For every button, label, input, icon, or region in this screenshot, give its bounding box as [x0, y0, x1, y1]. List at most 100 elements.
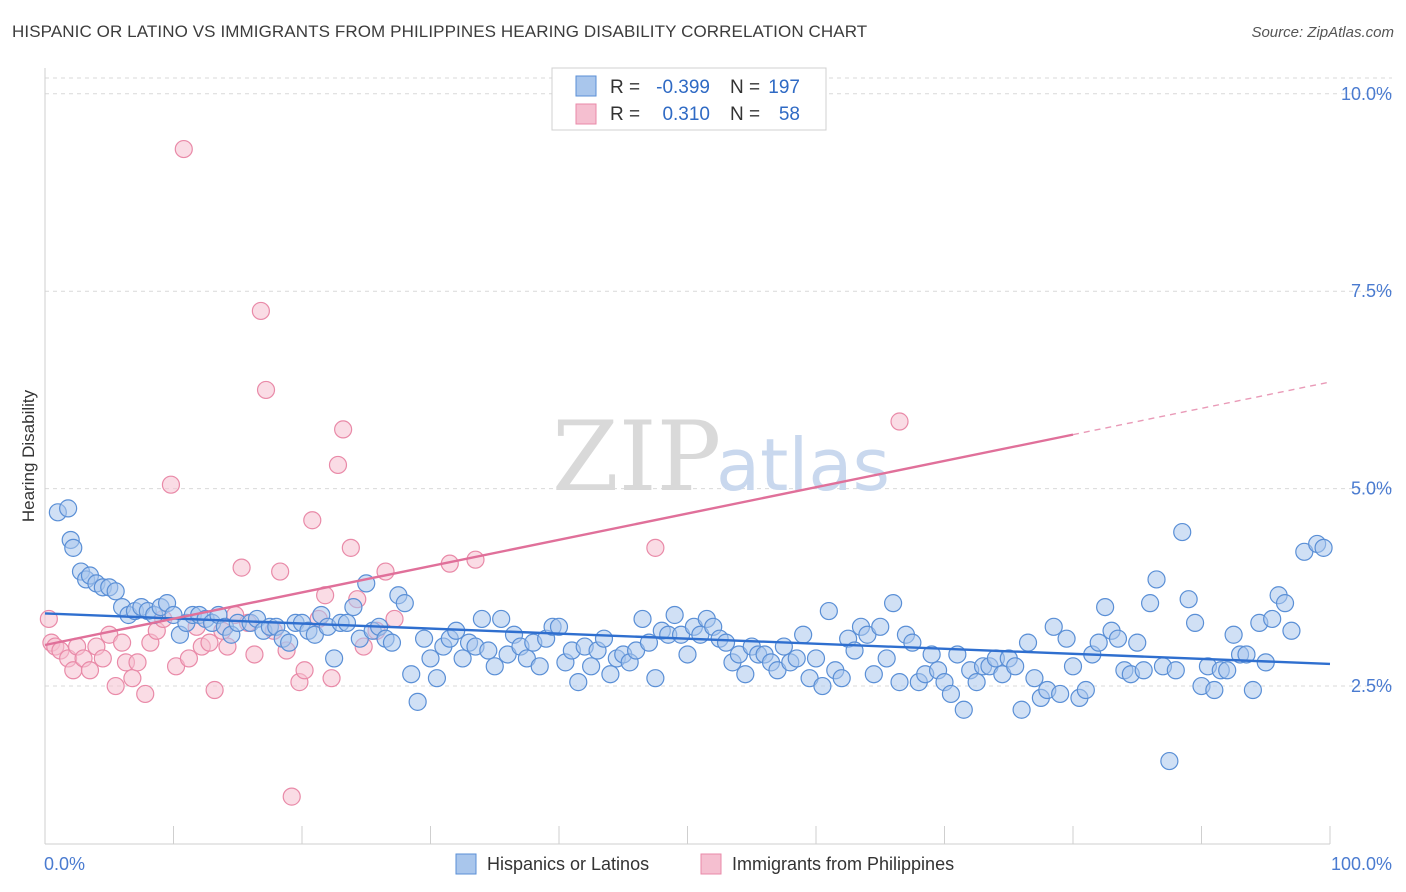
point-hispanic	[427, 669, 447, 688]
point-philippines	[646, 538, 665, 557]
point-philippines	[466, 550, 485, 569]
legend-n-label-2: N =	[730, 104, 760, 125]
point-hispanic	[485, 657, 504, 676]
point-philippines	[322, 669, 341, 688]
point-hispanic	[1218, 661, 1237, 680]
point-hispanic	[1224, 625, 1243, 644]
points-hispanics-or-latinos	[48, 499, 1333, 771]
point-hispanic	[787, 649, 806, 668]
point-philippines	[295, 661, 314, 680]
legend-swatch-pink	[575, 103, 597, 125]
point-hispanic	[1096, 597, 1115, 617]
point-philippines	[80, 661, 100, 680]
y-tick-label: 10.0%	[1341, 84, 1392, 104]
point-philippines	[328, 455, 348, 475]
point-hispanic	[794, 625, 813, 644]
legend-swatch-philippines	[700, 853, 722, 875]
point-hispanic	[1147, 570, 1166, 589]
y-axis-title: Hearing Disability	[19, 389, 38, 522]
trend-lines	[44, 381, 1331, 666]
point-hispanic	[806, 649, 826, 668]
point-hispanic	[1237, 645, 1256, 664]
point-philippines	[179, 649, 199, 668]
point-hispanic	[1089, 633, 1108, 652]
point-philippines	[232, 558, 251, 577]
point-hispanic	[1185, 613, 1205, 632]
point-hispanic	[1063, 657, 1083, 676]
x-tick-label-max: 100.0%	[1331, 854, 1392, 874]
point-hispanic	[1057, 629, 1076, 648]
point-philippines	[245, 645, 264, 664]
point-hispanic	[1108, 629, 1128, 648]
point-hispanic	[1076, 680, 1095, 700]
point-hispanic	[1012, 700, 1031, 719]
point-hispanic	[883, 594, 903, 613]
y-tick-labels: 2.5% 5.0% 7.5% 10.0%	[1341, 84, 1392, 696]
legend-n-label-1: N =	[730, 77, 760, 98]
point-hispanic	[472, 609, 491, 629]
point-hispanic	[864, 665, 883, 684]
point-philippines	[205, 680, 224, 700]
trend-line-philippines	[44, 433, 1074, 647]
point-philippines	[106, 676, 125, 696]
point-hispanic	[1173, 522, 1192, 542]
legend-r-value-2: 0.310	[662, 104, 710, 125]
point-hispanic	[646, 669, 665, 688]
axes	[44, 68, 1331, 845]
point-philippines	[303, 511, 322, 530]
legend-r-value-1: -0.399	[656, 77, 710, 98]
point-hispanic	[549, 617, 569, 636]
point-hispanic	[421, 649, 440, 668]
point-hispanic	[344, 597, 363, 617]
point-hispanic	[382, 633, 402, 652]
point-philippines	[890, 412, 909, 431]
y-tick-label: 7.5%	[1351, 281, 1392, 301]
legend-swatch-blue	[575, 75, 597, 97]
point-hispanic	[106, 582, 125, 601]
point-hispanic	[819, 601, 838, 621]
point-hispanic	[633, 609, 652, 629]
point-hispanic	[1179, 590, 1198, 609]
correlation-legend: R = -0.399 N = 197 R = 0.310 N = 58	[551, 67, 827, 131]
point-philippines	[341, 538, 360, 557]
point-hispanic	[890, 673, 909, 692]
point-hispanic	[530, 657, 549, 676]
watermark-atlas: atlas	[716, 423, 890, 507]
point-hispanic	[280, 633, 299, 652]
point-hispanic	[569, 673, 588, 692]
y-tick-label: 2.5%	[1351, 676, 1392, 696]
legend-r-label-1: R =	[610, 77, 640, 98]
point-hispanic	[1160, 751, 1179, 771]
point-hispanic	[832, 669, 851, 688]
point-philippines	[334, 420, 353, 439]
point-philippines	[200, 633, 219, 652]
point-hispanic	[877, 649, 896, 668]
point-hispanic	[601, 665, 620, 684]
point-hispanic	[967, 673, 986, 692]
point-hispanic	[1134, 661, 1153, 680]
point-hispanic	[954, 700, 973, 719]
point-hispanic	[337, 613, 357, 632]
point-hispanic	[1263, 609, 1282, 629]
trend-line-hispanics	[44, 612, 1331, 666]
point-philippines	[256, 380, 276, 400]
point-hispanic	[1243, 680, 1263, 700]
chart-title: HISPANIC OR LATINO VS IMMIGRANTS FROM PH…	[12, 22, 868, 41]
point-philippines	[112, 633, 132, 652]
point-hispanic	[1205, 680, 1224, 700]
point-hispanic	[1051, 684, 1070, 704]
y-tick-label: 5.0%	[1351, 479, 1392, 499]
legend-n-value-1: 197	[768, 77, 800, 98]
point-hispanic	[1025, 669, 1044, 688]
point-philippines	[271, 562, 290, 581]
point-hispanic	[813, 676, 832, 696]
point-hispanic	[325, 649, 344, 668]
point-hispanic	[871, 617, 890, 636]
point-hispanic	[408, 692, 427, 711]
point-philippines	[174, 139, 193, 159]
series-legend: Hispanics or Latinos Immigrants from Phi…	[455, 853, 954, 875]
legend-label-philippines: Immigrants from Philippines	[732, 854, 954, 874]
point-hispanic	[1018, 633, 1038, 652]
legend-swatch-hispanics	[455, 853, 477, 875]
